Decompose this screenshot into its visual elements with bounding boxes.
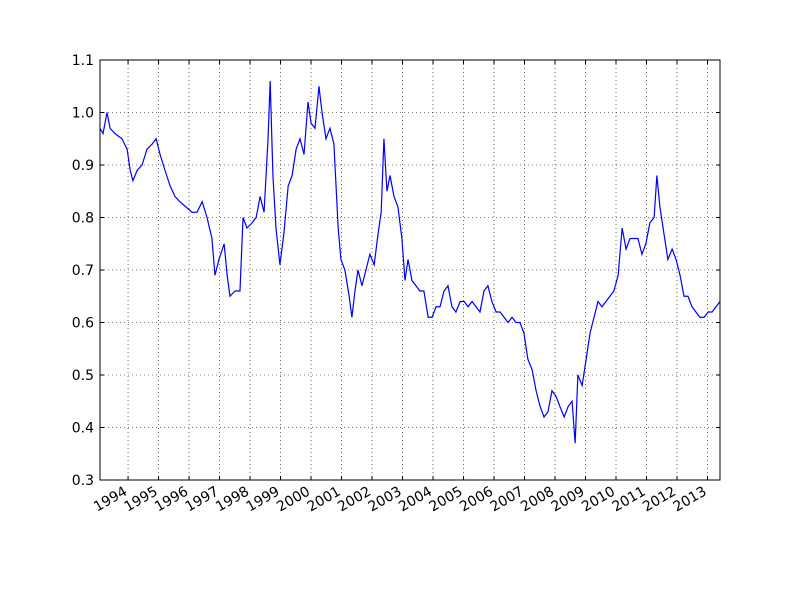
y-tick-label: 0.7 bbox=[72, 263, 94, 279]
y-tick-label: 0.6 bbox=[72, 316, 94, 332]
data-line bbox=[99, 80, 721, 444]
y-tick-label: 0.5 bbox=[72, 368, 94, 384]
y-tick-label: 1.1 bbox=[72, 53, 94, 69]
y-tick-label: 0.3 bbox=[72, 473, 94, 489]
plot-frame bbox=[99, 59, 721, 481]
y-tick-label: 0.9 bbox=[72, 158, 94, 174]
y-tick-label: 0.8 bbox=[72, 211, 94, 227]
y-tick-label: 1.0 bbox=[72, 106, 94, 122]
y-tick-label: 0.4 bbox=[72, 421, 94, 437]
